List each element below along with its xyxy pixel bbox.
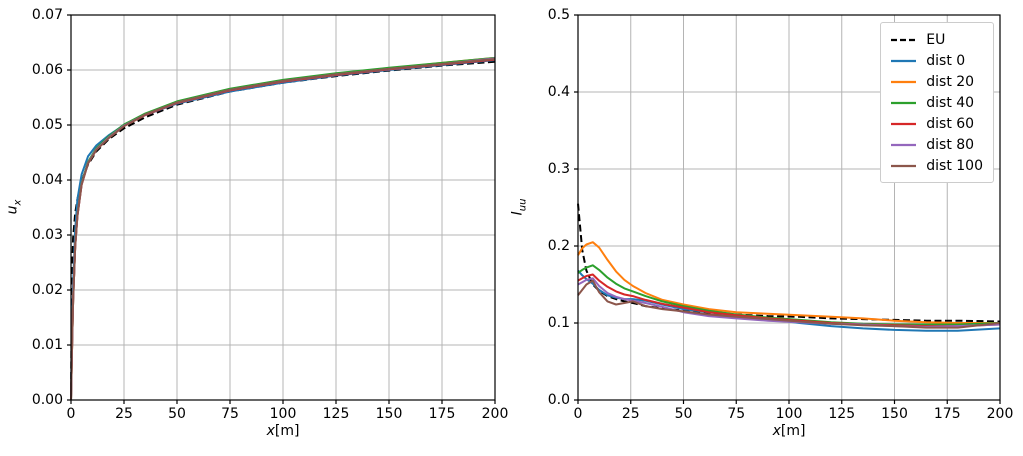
x-tick-label: 75 xyxy=(221,406,239,422)
x-tick-label: 150 xyxy=(881,406,908,422)
x-tick-label: 25 xyxy=(115,406,133,422)
x-axis-label-left: x[m] xyxy=(267,423,300,439)
legend-item: dist 60 xyxy=(890,113,983,134)
y-tick-label: 0.1 xyxy=(547,315,570,331)
plot-canvas-iuu xyxy=(574,14,1001,404)
legend: EU dist 0 dist 20 dist 40 dist 60 dist 80 dist… xyxy=(880,22,994,183)
legend-label: dist 100 xyxy=(926,157,983,174)
series-line-dist-100 xyxy=(70,58,496,401)
y-axis-label-iuu: Iuu xyxy=(510,199,529,216)
legend-item: dist 20 xyxy=(890,71,983,92)
legend-item: dist 0 xyxy=(890,50,983,71)
legend-label: dist 60 xyxy=(926,115,975,132)
legend-line-sample xyxy=(891,164,917,167)
legend-item: EU xyxy=(890,29,983,50)
x-tick-label: 100 xyxy=(269,406,297,422)
y-tick-label: 0.3 xyxy=(547,161,570,177)
x-axis-label-var: x xyxy=(772,423,781,439)
series-line-dist-100 xyxy=(577,279,1001,329)
y-tick-label: 0.03 xyxy=(31,227,63,243)
x-tick-label: 200 xyxy=(986,406,1014,422)
x-tick-label: 0 xyxy=(573,406,583,422)
x-tick-label: 50 xyxy=(674,406,693,422)
legend-label: dist 20 xyxy=(926,73,975,90)
x-axis-label-var: x xyxy=(266,423,275,439)
y-tick-label: 0.00 xyxy=(31,392,63,408)
legend-item: dist 40 xyxy=(890,92,983,113)
y-tick-label: 0.2 xyxy=(547,238,570,254)
legend-item: dist 100 xyxy=(890,155,983,176)
legend-label: EU xyxy=(926,31,946,48)
x-tick-label: 150 xyxy=(375,406,403,422)
y-tick-label: 0.06 xyxy=(31,62,63,78)
x-tick-label: 125 xyxy=(828,406,856,422)
legend-line-sample xyxy=(891,59,917,62)
plot-canvas-ux xyxy=(67,14,496,404)
y-tick-label: 0.02 xyxy=(31,282,63,298)
x-axis-label-right: x[m] xyxy=(773,423,806,439)
x-axis-label-unit: [m] xyxy=(780,423,806,439)
legend-line-sample xyxy=(891,101,917,104)
x-tick-label: 0 xyxy=(66,406,76,422)
x-tick-label: 175 xyxy=(428,406,456,422)
y-tick-label: 0.0 xyxy=(547,392,570,408)
y-tick-label: 0.5 xyxy=(547,7,570,23)
legend-label: dist 80 xyxy=(926,136,975,153)
y-tick-label: 0.05 xyxy=(31,117,63,133)
y-axis-label-sub: x xyxy=(12,199,24,206)
y-axis-label-sub: uu xyxy=(517,198,529,212)
y-tick-label: 0.04 xyxy=(31,172,63,188)
y-axis-label-var: I xyxy=(509,211,526,216)
y-tick-label: 0.07 xyxy=(31,7,63,23)
x-tick-label: 50 xyxy=(168,406,186,422)
legend-label: dist 40 xyxy=(926,94,975,111)
x-axis-label-unit: [m] xyxy=(274,423,300,439)
legend-label: dist 0 xyxy=(926,52,966,69)
legend-line-sample xyxy=(891,122,917,125)
x-tick-label: 175 xyxy=(933,406,961,422)
y-axis-label-var: u xyxy=(4,205,21,215)
legend-line-sample xyxy=(891,38,917,41)
legend-line-sample xyxy=(891,80,917,83)
x-tick-label: 25 xyxy=(621,406,640,422)
legend-item: dist 80 xyxy=(890,134,983,155)
series-line-dist-20 xyxy=(577,241,1000,324)
legend-line-sample xyxy=(891,143,917,146)
x-tick-label: 100 xyxy=(775,406,803,422)
x-tick-label: 200 xyxy=(481,406,509,422)
y-tick-label: 0.01 xyxy=(31,337,63,353)
y-axis-label-ux: ux xyxy=(5,200,24,215)
y-tick-label: 0.4 xyxy=(547,84,570,100)
x-tick-label: 125 xyxy=(322,406,350,422)
x-tick-label: 75 xyxy=(727,406,746,422)
